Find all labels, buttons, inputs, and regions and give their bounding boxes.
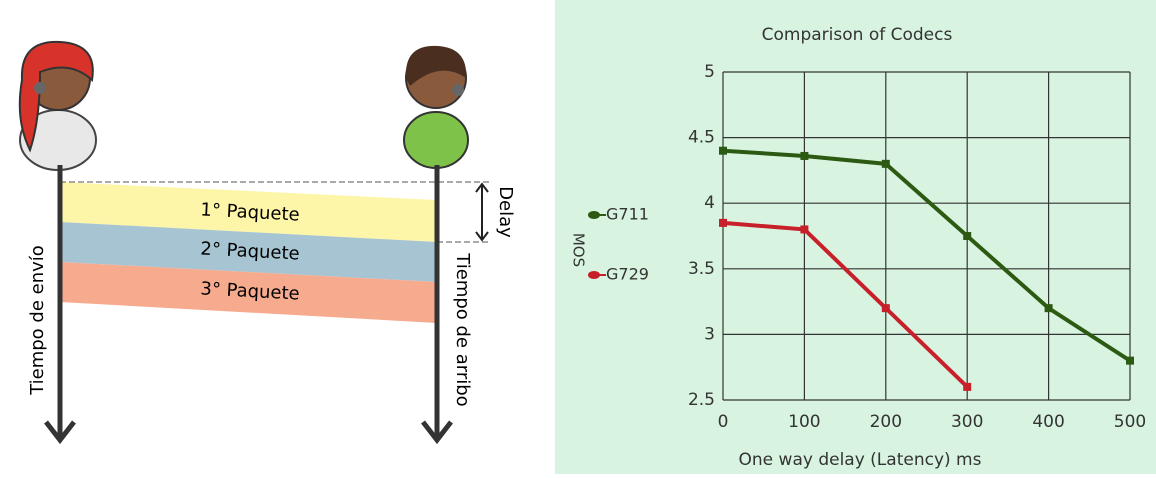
y-tick-label: 2.5 [688,390,715,410]
x-tick-label: 0 [718,412,729,432]
sender-icon [20,42,96,170]
y-tick-label: 5 [704,62,715,82]
chart: Comparison of Codecs One way delay (Late… [555,0,1156,474]
x-tick-label: 300 [951,412,983,432]
x-tick-label: 200 [870,412,902,432]
chart-title: Comparison of Codecs [762,25,953,45]
legend-label: G711 [606,205,649,224]
x-tick-label: 500 [1114,412,1146,432]
y-tick-label: 4 [704,193,715,213]
y-tick-label: 3.5 [688,259,715,279]
send-label: Tiempo de envío [27,245,48,396]
point [882,304,890,312]
point [800,152,808,160]
page: 1° Paquete 2° Paquete 3° Paquete Delay T… [0,0,1156,474]
arrival-label: Tiempo de arribo [452,252,473,406]
receiver-icon [404,46,468,168]
legend-label: G729 [606,265,649,284]
x-tick-label: 400 [1032,412,1064,432]
point [963,232,971,240]
point [719,219,727,227]
chart-background [555,0,1156,474]
point [800,225,808,233]
y-tick-label: 4.5 [688,128,715,148]
diagram: 1° Paquete 2° Paquete 3° Paquete Delay T… [20,42,516,440]
point [719,147,727,155]
delay-arrow [476,184,488,240]
point [1126,357,1134,365]
point [882,160,890,168]
delay-label: Delay [495,186,516,238]
x-tick-label: 100 [788,412,820,432]
x-axis-label: One way delay (Latency) ms [739,450,982,470]
point [1045,304,1053,312]
point [963,383,971,391]
y-axis-label: MOS [570,233,588,267]
y-tick-label: 3 [704,324,715,344]
